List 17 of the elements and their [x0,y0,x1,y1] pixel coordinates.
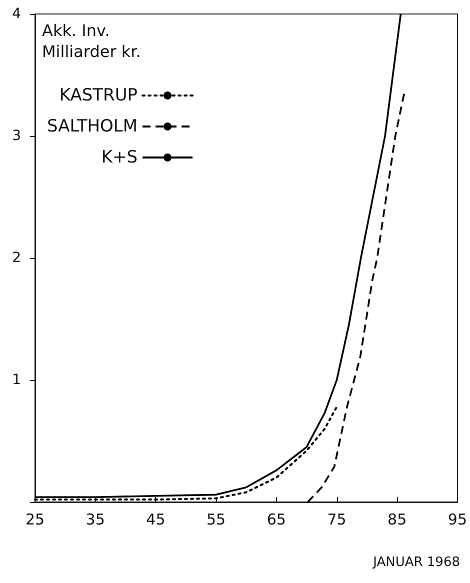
x-tick-label: 45 [146,510,166,528]
legend-label: K+S [101,148,138,168]
x-tick-label: 25 [25,510,45,528]
y-tick-label: 4 [12,6,22,22]
x-tick-label: 85 [388,510,407,528]
x-tick-label: 75 [327,510,346,528]
x-tick-label: 35 [86,510,105,528]
y-tick-label: 2 [12,250,21,266]
text: JANUAR 1968 [372,555,460,570]
legend-label: SALTHOLM [46,116,138,136]
y-tick-label: 3 [12,128,21,144]
x-tick-label: 55 [206,510,226,528]
legend-label: KASTRUP [59,86,138,106]
y-tick-label: 1 [12,372,21,388]
x-tick-label: 65 [266,510,286,528]
x-tick-label: 95 [448,510,468,528]
y-axis-title: Akk. Inv. Milliarder kr. [42,21,141,61]
